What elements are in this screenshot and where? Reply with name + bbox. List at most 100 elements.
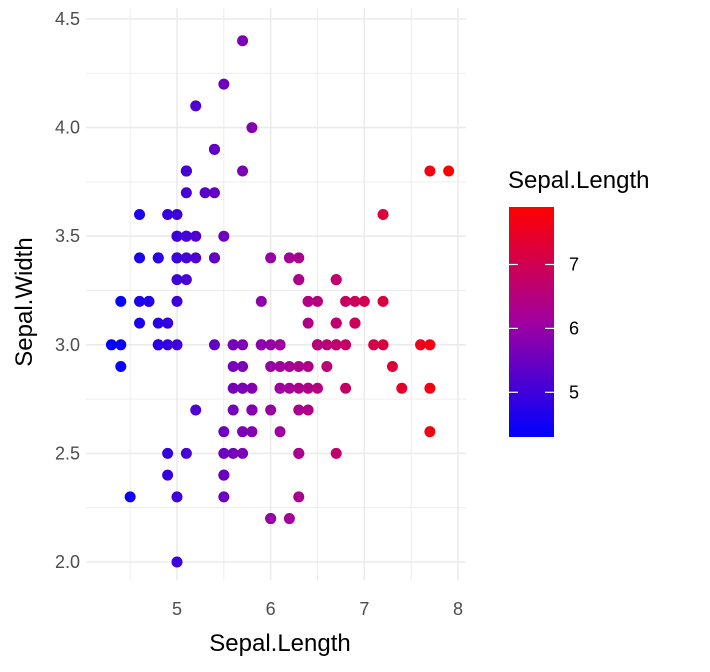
data-point <box>340 339 352 351</box>
y-tick-label: 3.5 <box>55 226 80 246</box>
y-tick-label: 3.0 <box>55 335 80 355</box>
data-point <box>246 404 258 416</box>
data-point <box>330 447 342 459</box>
data-point <box>424 339 436 351</box>
data-point <box>218 469 230 481</box>
data-point <box>302 404 314 416</box>
data-point <box>190 100 202 112</box>
data-point <box>237 35 249 47</box>
data-point <box>134 295 146 307</box>
x-tick-label: 7 <box>359 599 369 619</box>
data-point <box>162 317 174 329</box>
y-tick-label: 2.0 <box>55 552 80 572</box>
data-point <box>227 339 239 351</box>
data-point <box>171 274 183 286</box>
data-point <box>171 208 183 220</box>
data-point <box>124 491 136 503</box>
data-point <box>396 382 408 394</box>
colorbar-ticks: 5 6 7 <box>509 255 579 402</box>
data-point <box>171 230 183 242</box>
data-point <box>180 165 192 177</box>
data-point <box>330 339 342 351</box>
data-point <box>302 295 314 307</box>
data-point <box>237 165 249 177</box>
data-point <box>265 339 277 351</box>
data-point <box>330 274 342 286</box>
data-point <box>218 426 230 438</box>
colorbar-label: 7 <box>569 255 579 275</box>
data-point <box>274 339 286 351</box>
data-point <box>255 295 267 307</box>
data-point <box>134 208 146 220</box>
data-point <box>171 339 183 351</box>
data-point <box>152 339 164 351</box>
data-point <box>283 513 295 525</box>
data-point <box>171 491 183 503</box>
data-point <box>162 339 174 351</box>
data-point <box>190 404 202 416</box>
data-point <box>227 447 239 459</box>
data-point <box>283 382 295 394</box>
data-point <box>105 339 117 351</box>
data-point <box>293 382 305 394</box>
colorbar-label: 5 <box>569 382 579 402</box>
grid-lines <box>86 8 466 580</box>
data-point <box>162 469 174 481</box>
data-point <box>368 339 380 351</box>
legend-title: Sepal.Length <box>508 167 649 194</box>
data-point <box>424 165 436 177</box>
data-point <box>180 252 192 264</box>
data-point <box>302 382 314 394</box>
data-point <box>274 361 286 373</box>
x-tick-label: 5 <box>172 599 182 619</box>
data-point <box>237 447 249 459</box>
data-point <box>293 252 305 264</box>
data-point <box>443 165 455 177</box>
data-point <box>180 447 192 459</box>
data-point <box>162 208 174 220</box>
data-point <box>283 361 295 373</box>
data-point <box>237 339 249 351</box>
data-point <box>218 491 230 503</box>
data-point <box>293 361 305 373</box>
data-point <box>237 426 249 438</box>
data-point <box>180 187 192 199</box>
data-point <box>227 404 239 416</box>
data-point <box>386 361 398 373</box>
data-point <box>115 339 127 351</box>
data-point <box>171 295 183 307</box>
data-point <box>424 382 436 394</box>
y-axis-ticks: 2.0 2.5 3.0 3.5 4.0 4.5 <box>55 9 80 572</box>
data-point <box>293 274 305 286</box>
data-point <box>171 556 183 568</box>
y-tick-label: 4.5 <box>55 9 80 29</box>
data-point <box>274 426 286 438</box>
data-point <box>302 317 314 329</box>
data-point <box>134 252 146 264</box>
data-point <box>171 252 183 264</box>
y-tick-label: 4.0 <box>55 118 80 138</box>
x-axis-ticks: 5 6 7 8 <box>172 599 463 619</box>
data-point <box>283 252 295 264</box>
data-point <box>255 339 267 351</box>
data-point <box>312 382 323 394</box>
data-point <box>152 252 164 264</box>
data-point <box>340 382 352 394</box>
data-point <box>340 295 352 307</box>
data-points <box>105 35 455 568</box>
data-point <box>424 426 436 438</box>
x-tick-label: 8 <box>453 599 463 619</box>
data-point <box>358 295 370 307</box>
data-point <box>321 361 333 373</box>
data-point <box>208 339 220 351</box>
data-point <box>377 208 389 220</box>
y-axis-title: Sepal.Width <box>11 237 38 366</box>
data-point <box>312 339 323 351</box>
colorbar-label: 6 <box>569 318 579 338</box>
data-point <box>302 361 314 373</box>
data-point <box>237 361 249 373</box>
data-point <box>180 230 192 242</box>
data-point <box>293 404 305 416</box>
data-point <box>349 295 361 307</box>
